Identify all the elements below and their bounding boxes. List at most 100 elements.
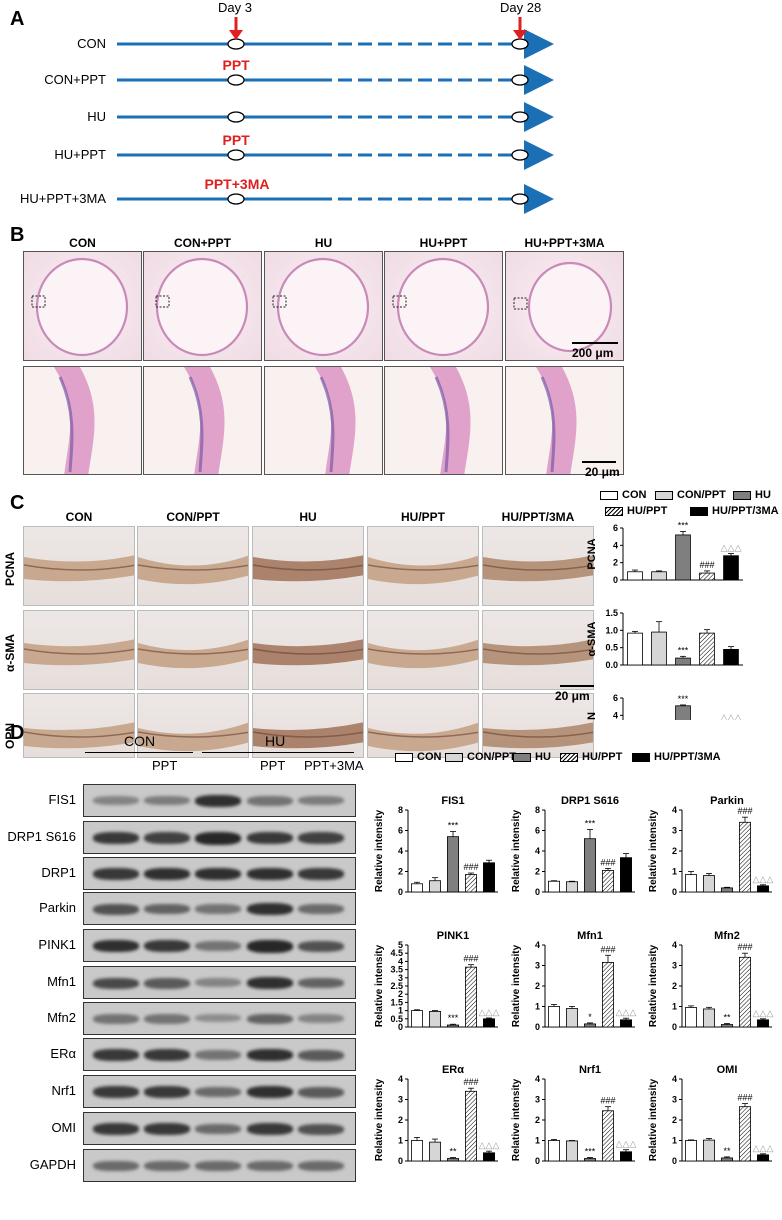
bar-chart: 0 1 2 3 4 Relative intensity Parkin### △△△	[648, 795, 773, 897]
y-tick-label: 0	[613, 575, 618, 585]
day28-label: Day 28	[500, 0, 542, 15]
significance-label: △△△	[721, 543, 742, 553]
blot-band	[195, 1160, 241, 1171]
blot-band	[247, 940, 293, 954]
blot-band	[93, 832, 139, 845]
he-column-title: CON	[69, 236, 96, 250]
bar	[757, 1019, 769, 1028]
y-tick-label: 8	[398, 805, 403, 815]
blot-band	[195, 1086, 241, 1097]
y-tick-label: 0	[672, 887, 677, 897]
chart-title: Parkin	[710, 795, 744, 807]
day28-arrow	[513, 30, 527, 40]
bar	[627, 632, 643, 666]
ihc-image	[137, 610, 249, 690]
blot-band	[93, 1049, 139, 1062]
legend-swatch	[395, 752, 413, 762]
ihc-image	[137, 693, 249, 758]
significance-label: **	[723, 1013, 731, 1023]
bar	[723, 648, 739, 666]
blot-band	[298, 977, 344, 988]
treatment-label: PPT	[222, 57, 250, 73]
blot-band	[195, 1050, 241, 1060]
scalebar-20-c	[560, 685, 594, 687]
y-tick-label: 6	[613, 523, 618, 533]
hu-underline	[202, 752, 354, 753]
blot-band	[144, 868, 190, 881]
y-tick-label: 8	[535, 805, 540, 815]
bar	[465, 1090, 477, 1162]
ihc-image	[367, 526, 479, 606]
y-tick-label: 4.5	[390, 948, 403, 958]
blot-band	[93, 1160, 139, 1171]
blot-label: GAPDH	[29, 1157, 76, 1172]
ihc-column-title: HU/PPT/3MA	[501, 510, 575, 524]
scalebar-20-b	[582, 461, 616, 463]
legend-item: HU	[733, 489, 771, 501]
legend-item: CON/PPT	[445, 751, 516, 763]
significance-label: △△△	[721, 712, 742, 720]
legend-item: HU/PPT/3MA	[690, 505, 779, 517]
y-tick-label: 3	[535, 1095, 540, 1105]
blot-band	[144, 1086, 190, 1099]
blot-band	[247, 977, 293, 990]
blot-strip	[83, 821, 356, 854]
y-tick-label: 4	[398, 956, 403, 966]
bar	[703, 1139, 715, 1162]
bar	[483, 862, 495, 893]
ihc-row-label: α-SMA	[3, 633, 17, 673]
y-tick-label: 2	[672, 1115, 677, 1125]
blot-band	[247, 832, 293, 845]
bar	[411, 1010, 423, 1028]
blot-band	[298, 1049, 344, 1061]
y-axis-label: Relative intensity	[511, 809, 522, 892]
ihc-column-title: HU/PPT	[400, 510, 445, 524]
significance-label: △△△	[616, 1007, 637, 1017]
y-tick-label: 2	[398, 867, 403, 877]
day3-marker	[227, 38, 245, 50]
blot-band	[195, 832, 241, 846]
y-tick-label: 3	[398, 973, 403, 983]
blot-label: Nrf1	[51, 1083, 76, 1098]
bar	[602, 1110, 614, 1162]
ihc-image	[23, 610, 135, 690]
y-tick-label: 0	[535, 887, 540, 897]
significance-label: **	[723, 1146, 731, 1156]
blot-band	[144, 1014, 190, 1024]
timeline-group-label: HU+PPT+3MA	[20, 191, 106, 206]
y-axis-label: Relative intensity	[511, 944, 522, 1027]
y-tick-label: 3	[672, 826, 677, 836]
y-tick-label: 4	[535, 1074, 540, 1084]
y-tick-label: 4	[535, 940, 540, 950]
blot-band	[93, 796, 139, 806]
bar	[739, 1106, 751, 1162]
bar-chart: 0 1 2 3 4 Relative intensity ERα ** ### △△△	[374, 1064, 499, 1166]
y-tick-label: 1	[672, 1002, 677, 1012]
bar	[651, 631, 667, 666]
blot-band	[247, 1160, 293, 1171]
timeline-group-label: CON	[77, 36, 106, 51]
he-overview-image	[264, 251, 383, 361]
y-tick-label: 4	[535, 846, 540, 856]
blot-band	[93, 1086, 139, 1099]
blot-strip	[83, 1112, 356, 1145]
panel-c-charts: 0246PCNA***###△△△0.00.51.01.5α-SMA***024…	[586, 520, 743, 720]
y-tick-label: 2.5	[390, 981, 403, 991]
legend-swatch	[632, 752, 650, 762]
legend-text: HU	[755, 489, 771, 501]
legend-text: HU/PPT/3MA	[712, 505, 779, 517]
bar-chart: 0 2 4 6 8 Relative intensity FIS1 *** ###	[374, 795, 498, 897]
y-tick-label: 0.0	[605, 660, 618, 670]
blot-band	[93, 903, 139, 915]
significance-label: ###	[600, 944, 615, 954]
bar-chart: 0 2 4 6 8 Relative intensity DRP1 S616 *** ###	[511, 795, 635, 897]
legend-swatch	[560, 752, 578, 762]
day3-marker	[227, 111, 245, 123]
significance-label: ###	[737, 942, 752, 952]
ihc-image	[482, 526, 594, 606]
blot-strip	[83, 966, 356, 999]
significance-label: ###	[463, 1077, 478, 1087]
y-tick-label: 1	[535, 1002, 540, 1012]
timeline-group-label: CON+PPT	[44, 72, 106, 87]
